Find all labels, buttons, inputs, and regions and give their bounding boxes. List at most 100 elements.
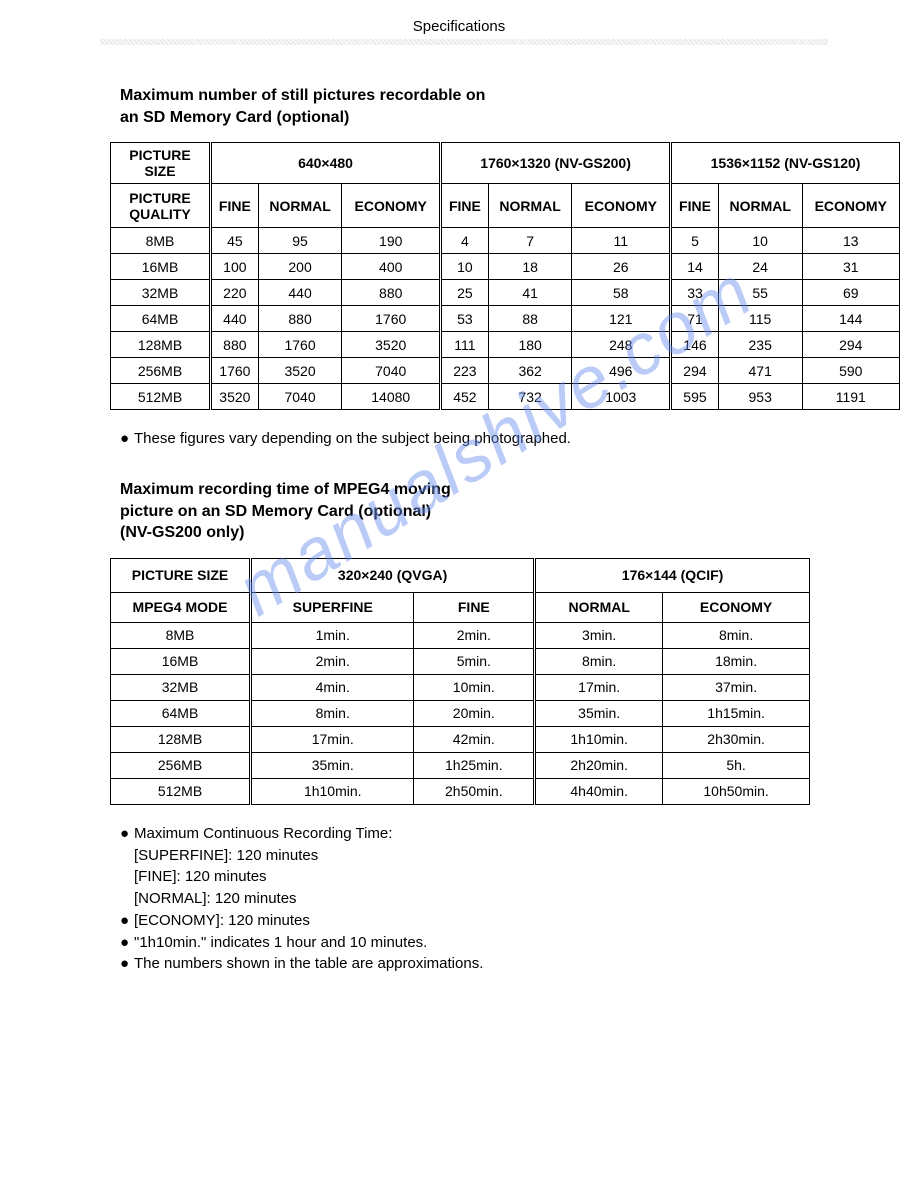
cell: 3520: [342, 332, 441, 358]
table-row: PICTURE QUALITY FINE NORMAL ECONOMY FINE…: [111, 184, 900, 228]
section2-title-l2: picture on an SD Memory Card (optional): [120, 503, 431, 520]
cell: 115: [718, 306, 802, 332]
cell: 53: [441, 306, 489, 332]
cell: 2min.: [251, 648, 414, 674]
cell: 1760: [342, 306, 441, 332]
col-picture-size: PICTURE SIZE: [111, 143, 211, 184]
note-text: Maximum Continuous Recording Time: [SUPE…: [134, 823, 828, 910]
cell: 1h25min.: [414, 752, 535, 778]
cell: 5: [671, 228, 719, 254]
row-label: 256MB: [111, 358, 211, 384]
section2-title: Maximum recording time of MPEG4 moving p…: [120, 479, 828, 544]
cell: 5h.: [663, 752, 810, 778]
cell: 362: [488, 358, 572, 384]
table-still-pictures: PICTURE SIZE 640×480 1760×1320 (NV-GS200…: [110, 142, 900, 410]
cell: 7040: [342, 358, 441, 384]
note-text: "1h10min." indicates 1 hour and 10 minut…: [134, 932, 828, 954]
cell: 590: [802, 358, 899, 384]
quality-label: QUALITY: [129, 206, 190, 222]
cell: 10h50min.: [663, 778, 810, 804]
cell: 452: [441, 384, 489, 410]
cell: 880: [258, 306, 342, 332]
row-label: 64MB: [111, 700, 251, 726]
note-text: These figures vary depending on the subj…: [134, 428, 828, 449]
cell: 111: [441, 332, 489, 358]
cell: 2h30min.: [663, 726, 810, 752]
cell: 1h10min.: [535, 726, 663, 752]
cell: 1h15min.: [663, 700, 810, 726]
cell: 121: [572, 306, 671, 332]
cell: 10min.: [414, 674, 535, 700]
cell: 18: [488, 254, 572, 280]
cell: 14080: [342, 384, 441, 410]
row-label: 16MB: [111, 254, 211, 280]
cell: 11: [572, 228, 671, 254]
cell: 2h20min.: [535, 752, 663, 778]
cell: 440: [211, 306, 259, 332]
cell: 180: [488, 332, 572, 358]
cell: 220: [211, 280, 259, 306]
cell: 200: [258, 254, 342, 280]
cell: 144: [802, 306, 899, 332]
cell: 95: [258, 228, 342, 254]
row-label: 8MB: [111, 622, 251, 648]
section1-notes: ● These figures vary depending on the su…: [120, 428, 828, 449]
cell: 1min.: [251, 622, 414, 648]
cell: 17min.: [251, 726, 414, 752]
cell: 10: [441, 254, 489, 280]
table-row: 128MB17min.42min.1h10min.2h30min.: [111, 726, 810, 752]
cell: 294: [802, 332, 899, 358]
row-label: 128MB: [111, 332, 211, 358]
table-row: PICTURE SIZE 640×480 1760×1320 (NV-GS200…: [111, 143, 900, 184]
bullet-icon: ●: [120, 932, 134, 954]
bullet-icon: ●: [120, 823, 134, 910]
page-content: Maximum number of still pictures recorda…: [0, 45, 918, 975]
mode-header: SUPERFINE: [251, 592, 414, 622]
cell: 58: [572, 280, 671, 306]
bullet-icon: ●: [120, 910, 134, 932]
cell: 1003: [572, 384, 671, 410]
cell: 20min.: [414, 700, 535, 726]
cell: 400: [342, 254, 441, 280]
quality-header: ECONOMY: [572, 184, 671, 228]
cell: 4: [441, 228, 489, 254]
bullet-icon: ●: [120, 428, 134, 449]
quality-header: FINE: [441, 184, 489, 228]
section1-title-l1: Maximum number of still pictures recorda…: [120, 87, 485, 104]
cell: 732: [488, 384, 572, 410]
section1-title: Maximum number of still pictures recorda…: [120, 85, 828, 128]
row-label: 8MB: [111, 228, 211, 254]
cell: 5min.: [414, 648, 535, 674]
cell: 31: [802, 254, 899, 280]
note-bullet: ● These figures vary depending on the su…: [120, 428, 828, 449]
cell: 35min.: [251, 752, 414, 778]
cell: 7: [488, 228, 572, 254]
row-label: 16MB: [111, 648, 251, 674]
cell: 3min.: [535, 622, 663, 648]
table-row: 256MB35min.1h25min.2h20min.5h.: [111, 752, 810, 778]
cell: 2min.: [414, 622, 535, 648]
col-mode: MPEG4 MODE: [111, 592, 251, 622]
cell: 45: [211, 228, 259, 254]
table-row: 64MB8min.20min.35min.1h15min.: [111, 700, 810, 726]
table-row: 128MB88017603520111180248146235294: [111, 332, 900, 358]
cell: 18min.: [663, 648, 810, 674]
table-row: 8MB1min.2min.3min.8min.: [111, 622, 810, 648]
row-label: 64MB: [111, 306, 211, 332]
table-row: 512MB1h10min.2h50min.4h40min.10h50min.: [111, 778, 810, 804]
section2-title-l3: (NV-GS200 only): [120, 524, 244, 541]
table-row: MPEG4 MODE SUPERFINE FINE NORMAL ECONOMY: [111, 592, 810, 622]
cell: 496: [572, 358, 671, 384]
note-bullet: ●"1h10min." indicates 1 hour and 10 minu…: [120, 932, 828, 954]
cell: 235: [718, 332, 802, 358]
quality-header: NORMAL: [258, 184, 342, 228]
cell: 294: [671, 358, 719, 384]
row-label: 512MB: [111, 384, 211, 410]
table-row: PICTURE SIZE 320×240 (QVGA) 176×144 (QCI…: [111, 558, 810, 592]
note-bullet: ●Maximum Continuous Recording Time: [SUP…: [120, 823, 828, 910]
section1-title-l2: an SD Memory Card (optional): [120, 109, 349, 126]
section2-title-l1: Maximum recording time of MPEG4 moving: [120, 481, 451, 498]
cell: 1760: [211, 358, 259, 384]
cell: 1191: [802, 384, 899, 410]
table-row: 16MB100200400101826142431: [111, 254, 900, 280]
